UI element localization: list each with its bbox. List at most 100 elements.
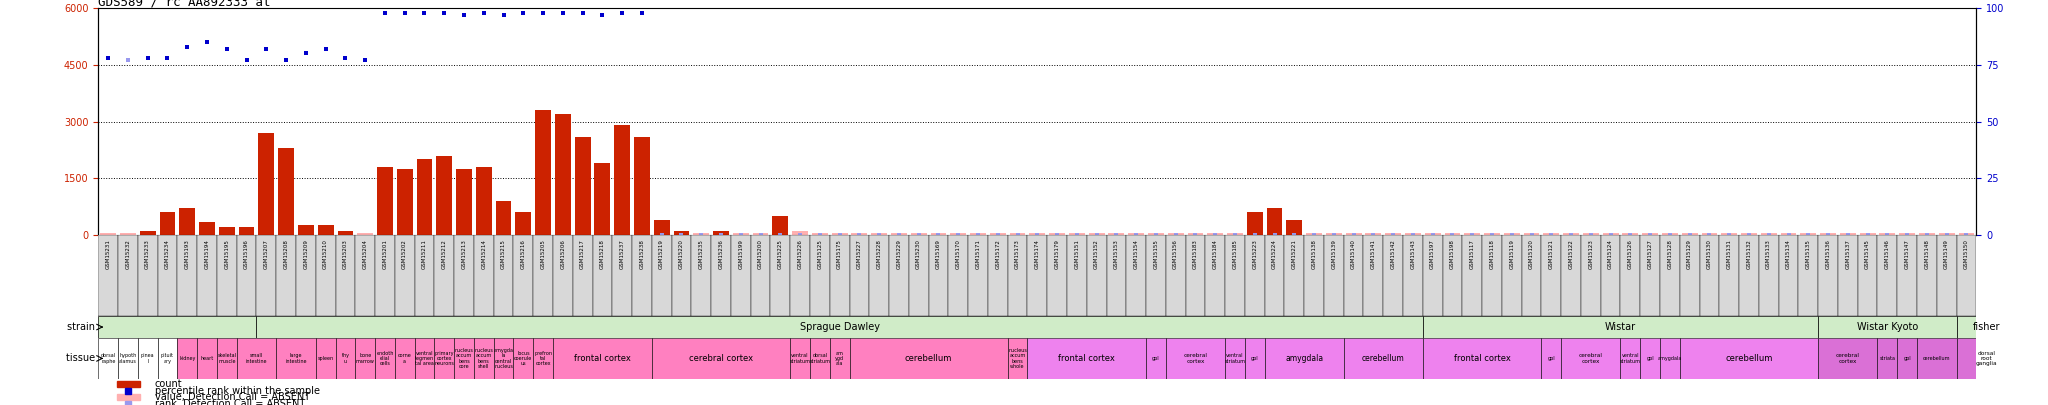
Bar [1800, 233, 1817, 235]
Point [1733, 232, 1765, 238]
Bar [1008, 235, 1028, 316]
Bar [336, 338, 354, 379]
Text: GSM15179: GSM15179 [1055, 239, 1059, 269]
Text: cerebral
cortex: cerebral cortex [1184, 353, 1208, 364]
Bar [1956, 338, 2015, 379]
Point [428, 9, 461, 16]
Bar [1563, 233, 1579, 235]
Text: GSM15217: GSM15217 [580, 239, 586, 269]
Text: GSM15150: GSM15150 [1964, 239, 1968, 269]
Bar [770, 235, 791, 316]
Bar [98, 235, 119, 316]
Bar [1323, 235, 1343, 316]
Text: GSM15137: GSM15137 [1845, 239, 1849, 269]
Bar [1442, 235, 1462, 316]
Point [743, 232, 776, 238]
Text: ventral
tegmen
tal area: ventral tegmen tal area [416, 350, 434, 367]
Text: ventral
striatum: ventral striatum [1225, 353, 1245, 364]
Text: cerebellum: cerebellum [1923, 356, 1950, 361]
Bar [1106, 235, 1126, 316]
Text: GSM15199: GSM15199 [737, 239, 743, 269]
Text: GSM15214: GSM15214 [481, 239, 485, 269]
Point [1831, 232, 1864, 238]
Bar [731, 235, 752, 316]
Text: GSM15118: GSM15118 [1489, 239, 1495, 269]
Point [348, 57, 381, 64]
Point [1872, 232, 1905, 238]
Text: GSM15228: GSM15228 [877, 239, 881, 269]
Bar [553, 338, 651, 379]
Point [190, 39, 223, 45]
Text: GSM15140: GSM15140 [1352, 239, 1356, 269]
Bar [614, 125, 631, 235]
Text: GSM15216: GSM15216 [520, 239, 526, 269]
Bar [1640, 235, 1661, 316]
Point [1239, 232, 1272, 238]
Bar [1522, 235, 1542, 316]
Bar [1898, 233, 1915, 235]
Text: percentile rank within the sample: percentile rank within the sample [156, 386, 319, 396]
Bar [930, 233, 946, 235]
Text: GSM15133: GSM15133 [1765, 239, 1772, 269]
Text: gpl: gpl [1548, 356, 1554, 361]
Bar [1284, 235, 1305, 316]
Text: GSM15122: GSM15122 [1569, 239, 1573, 269]
Text: Wistar Kyoto: Wistar Kyoto [1858, 322, 1919, 332]
Text: gpl: gpl [1647, 356, 1655, 361]
Bar [868, 235, 889, 316]
Bar [829, 235, 850, 316]
Bar [1147, 338, 1165, 379]
Bar [1188, 233, 1204, 235]
Bar [1720, 235, 1739, 316]
Text: GSM15139: GSM15139 [1331, 239, 1337, 269]
Bar [297, 235, 315, 316]
Point [862, 232, 895, 238]
Bar [1149, 233, 1163, 235]
Bar [217, 338, 238, 379]
Bar [850, 235, 868, 316]
Bar [1126, 235, 1147, 316]
Text: rank, Detection Call = ABSENT: rank, Detection Call = ABSENT [156, 399, 305, 405]
Point [270, 57, 303, 64]
Text: GSM15229: GSM15229 [897, 239, 901, 269]
Bar [1423, 235, 1442, 316]
Text: GSM15236: GSM15236 [719, 239, 723, 269]
Bar [1620, 235, 1640, 316]
Bar [1839, 233, 1855, 235]
Point [250, 46, 283, 52]
Bar [1702, 233, 1718, 235]
Point [449, 12, 481, 18]
Text: heart: heart [201, 356, 213, 361]
Bar [1147, 235, 1165, 316]
Text: locus
coerule
us: locus coerule us [514, 350, 532, 367]
Bar [1896, 235, 1917, 316]
Point [764, 232, 797, 238]
Bar [653, 220, 670, 235]
Bar [1917, 235, 1937, 316]
Text: GSM15121: GSM15121 [1548, 239, 1554, 269]
Bar [1206, 235, 1225, 316]
Point [1712, 232, 1745, 238]
Bar [473, 235, 494, 316]
Bar [1266, 209, 1282, 235]
Point [309, 46, 342, 52]
Bar [1620, 338, 1640, 379]
Text: primary
cortex
neurons: primary cortex neurons [434, 350, 455, 367]
Point [1694, 232, 1726, 238]
Bar [651, 235, 672, 316]
Text: ventral
striatum: ventral striatum [1620, 353, 1640, 364]
Point [963, 232, 995, 238]
Text: GSM15225: GSM15225 [778, 239, 782, 269]
Bar [950, 233, 967, 235]
Bar [455, 338, 473, 379]
Bar [1186, 235, 1206, 316]
Bar [137, 338, 158, 379]
Text: GSM15131: GSM15131 [1726, 239, 1733, 269]
Point [1593, 232, 1626, 238]
Point [1890, 232, 1923, 238]
Text: GSM15220: GSM15220 [680, 239, 684, 269]
Bar [1008, 338, 1028, 379]
Bar [117, 381, 139, 387]
Text: GSM15231: GSM15231 [106, 239, 111, 269]
Text: GSM15142: GSM15142 [1391, 239, 1395, 269]
